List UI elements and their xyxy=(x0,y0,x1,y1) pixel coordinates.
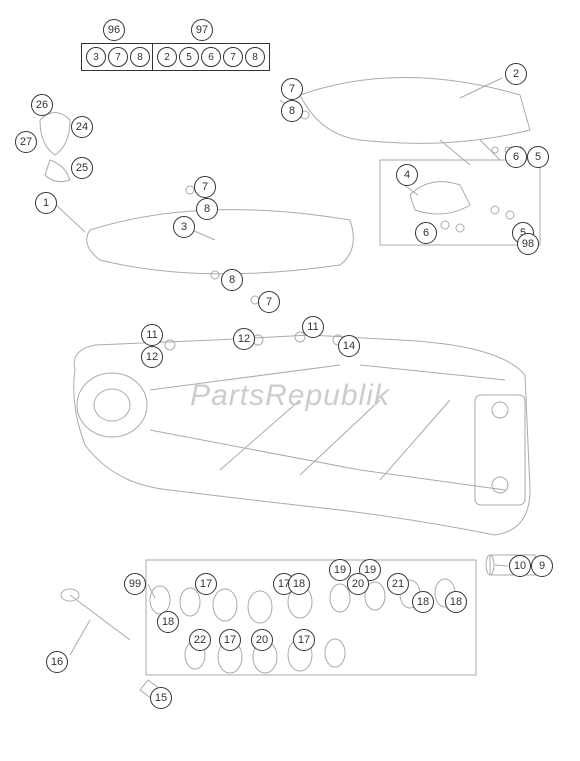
callout-15: 15 xyxy=(150,687,172,709)
group-item-7: 7 xyxy=(223,47,243,67)
callout-25: 25 xyxy=(71,157,93,179)
callout-97: 97 xyxy=(191,19,213,41)
callout-7: 7 xyxy=(258,291,280,313)
group-item-5: 5 xyxy=(179,47,199,67)
callout-7: 7 xyxy=(194,176,216,198)
group-item-6: 6 xyxy=(201,47,221,67)
callout-21: 21 xyxy=(387,573,409,595)
callout-98: 98 xyxy=(517,233,539,255)
callout-18: 18 xyxy=(412,591,434,613)
callout-12: 12 xyxy=(141,346,163,368)
callout-8: 8 xyxy=(196,198,218,220)
group-box-97: 25678 xyxy=(152,43,270,71)
callout-20: 20 xyxy=(251,629,273,651)
callout-18: 18 xyxy=(157,611,179,633)
callout-5: 5 xyxy=(527,146,549,168)
callout-18: 18 xyxy=(445,591,467,613)
callout-14: 14 xyxy=(338,335,360,357)
callout-20: 20 xyxy=(347,573,369,595)
callout-99: 99 xyxy=(124,573,146,595)
group-item-8: 8 xyxy=(130,47,150,67)
callout-10: 10 xyxy=(509,555,531,577)
callout-11: 11 xyxy=(302,316,324,338)
callout-17: 17 xyxy=(195,573,217,595)
group-box-96: 378 xyxy=(81,43,155,71)
callout-24: 24 xyxy=(71,116,93,138)
callout-96: 96 xyxy=(103,19,125,41)
callout-18: 18 xyxy=(288,573,310,595)
callout-11: 11 xyxy=(141,324,163,346)
callout-6: 6 xyxy=(415,222,437,244)
callout-26: 26 xyxy=(31,94,53,116)
callout-7: 7 xyxy=(281,78,303,100)
callout-6: 6 xyxy=(505,146,527,168)
callout-8: 8 xyxy=(281,100,303,122)
callout-22: 22 xyxy=(189,629,211,651)
callout-17: 17 xyxy=(293,629,315,651)
group-item-2: 2 xyxy=(157,47,177,67)
callout-2: 2 xyxy=(505,63,527,85)
group-item-3: 3 xyxy=(86,47,106,67)
callout-27: 27 xyxy=(15,131,37,153)
group-item-8: 8 xyxy=(245,47,265,67)
callout-16: 16 xyxy=(46,651,68,673)
callout-12: 12 xyxy=(233,328,255,350)
callout-8: 8 xyxy=(221,269,243,291)
callout-9: 9 xyxy=(531,555,553,577)
callout-3: 3 xyxy=(173,216,195,238)
callout-4: 4 xyxy=(396,164,418,186)
diagram-wrap: PartsRepublik 37825678 12345566777888910… xyxy=(0,0,580,761)
callout-17: 17 xyxy=(219,629,241,651)
group-item-7: 7 xyxy=(108,47,128,67)
callout-1: 1 xyxy=(35,192,57,214)
